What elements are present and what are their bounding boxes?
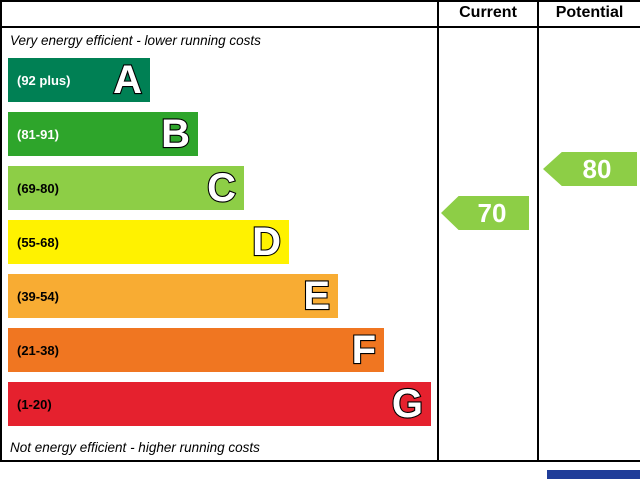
band-range-label: (69-80) xyxy=(17,180,59,196)
current-rating-arrow: 70 xyxy=(441,196,529,230)
top-caption: Very energy efficient - lower running co… xyxy=(10,33,261,48)
left-border-line xyxy=(0,0,2,462)
current-column-divider xyxy=(437,0,439,462)
band-C: (69-80) C xyxy=(8,165,244,211)
current-rating-value: 70 xyxy=(477,197,507,228)
band-range-label: (55-68) xyxy=(17,234,59,250)
band-letter: D xyxy=(251,219,282,265)
band-letter: C xyxy=(206,165,237,211)
band-range-label: (1-20) xyxy=(17,396,52,412)
band-range-label: (81-91) xyxy=(17,126,59,142)
band-letter: B xyxy=(160,111,191,157)
band-range-label: (39-54) xyxy=(17,288,59,304)
bottom-border-line xyxy=(0,460,640,462)
top-border-line xyxy=(0,0,640,2)
band-E: (39-54) E xyxy=(8,273,338,319)
band-letter: A xyxy=(112,57,143,103)
bottom-caption: Not energy efficient - higher running co… xyxy=(10,440,260,455)
band-B: (81-91) B xyxy=(8,111,198,157)
current-column-header: Current xyxy=(459,4,517,21)
band-letter: F xyxy=(350,327,377,373)
band-letter: E xyxy=(302,273,331,319)
band-F: (21-38) F xyxy=(8,327,384,373)
potential-column-header: Potential xyxy=(555,4,624,21)
potential-rating-arrow: 80 xyxy=(543,152,637,186)
potential-column-divider xyxy=(537,0,539,462)
band-letter: G xyxy=(391,381,424,427)
eu-directive-box-partial xyxy=(547,470,640,479)
potential-rating-value: 80 xyxy=(582,153,612,184)
band-D: (55-68) D xyxy=(8,219,289,265)
band-range-label: (92 plus) xyxy=(17,72,71,88)
header-divider-line xyxy=(0,26,640,28)
band-G: (1-20) G xyxy=(8,381,431,427)
band-range-label: (21-38) xyxy=(17,342,59,358)
band-A: (92 plus) A xyxy=(8,57,150,103)
